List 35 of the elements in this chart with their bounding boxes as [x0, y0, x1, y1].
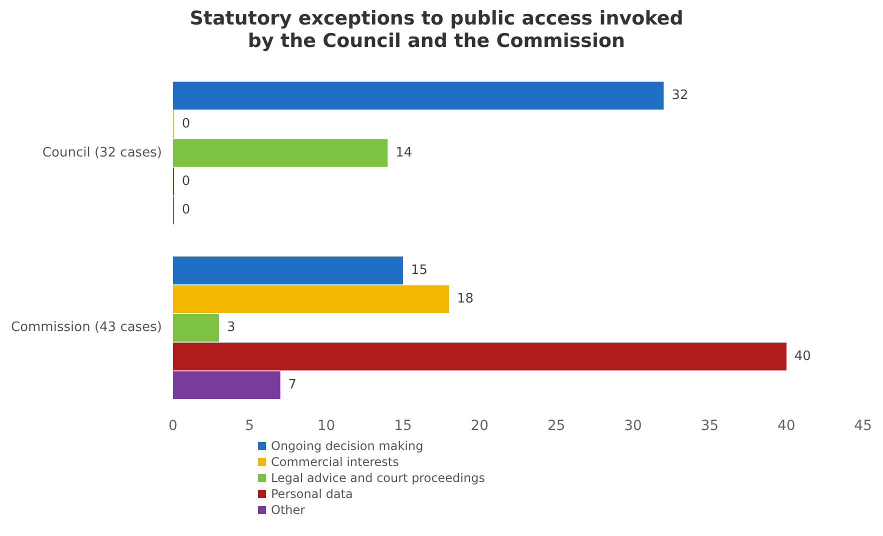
bar	[172, 314, 219, 342]
x-tick-label: 10	[317, 418, 336, 434]
legend-label: Commercial interests	[271, 454, 399, 470]
bar	[172, 371, 280, 400]
y-tick-label: Commission (43 cases)	[10, 320, 162, 336]
data-label: 7	[288, 378, 297, 393]
data-label: 15	[410, 262, 428, 278]
x-tick-label: 30	[624, 418, 642, 434]
legend-label: Other	[271, 502, 306, 518]
x-tick-label: 15	[394, 418, 412, 434]
data-label: 32	[672, 88, 688, 104]
x-tick-label: 35	[700, 418, 719, 434]
data-label: 0	[182, 174, 190, 190]
bar	[172, 139, 388, 167]
x-tick-label: 40	[777, 418, 796, 434]
data-label: 18	[456, 292, 474, 307]
data-label: 0	[182, 116, 190, 132]
legend-label: Legal advice and court proceedings	[271, 470, 485, 486]
data-label: 3	[226, 320, 236, 336]
legend-label: Ongoing decision making	[271, 438, 424, 454]
y-tick-label: Council (32 cases)	[42, 145, 162, 160]
data-label: 0	[182, 202, 190, 218]
x-tick-label: 20	[470, 418, 489, 434]
x-tick-label: 5	[245, 418, 254, 434]
bar	[172, 82, 664, 110]
x-tick-label: 45	[854, 418, 872, 434]
x-tick-label: 25	[547, 418, 566, 434]
bar	[172, 256, 403, 284]
x-tick-label: 0	[168, 418, 178, 434]
bar	[172, 342, 786, 370]
chart-title: Statutory exceptions to public access invoked by the Council and the Commission	[190, 7, 684, 52]
data-label: 14	[396, 145, 412, 160]
legend-label: Personal data	[271, 486, 353, 502]
data-label: 40	[794, 348, 811, 364]
bar	[172, 285, 449, 314]
